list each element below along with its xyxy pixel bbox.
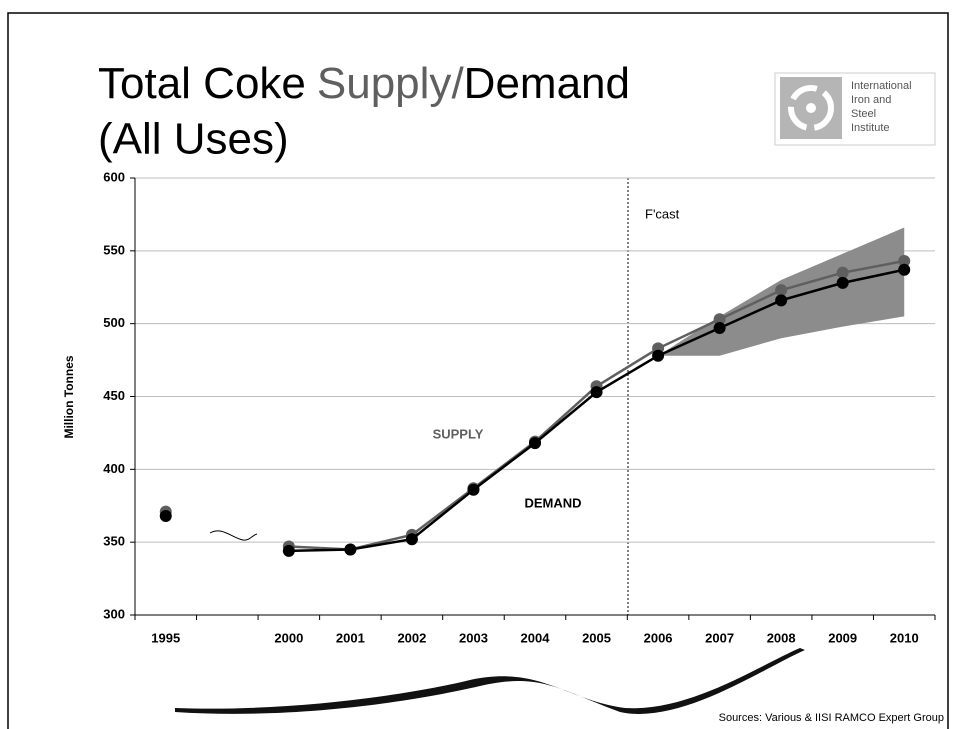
y-tick-label: 300 [103, 606, 125, 621]
y-tick-label: 400 [103, 461, 125, 476]
x-tick-label: 2002 [397, 630, 426, 645]
title-line-1: Total Coke Supply/Demand [98, 59, 630, 108]
data-point [775, 284, 788, 297]
axis-break [209, 530, 258, 541]
series-label: DEMAND [524, 495, 581, 510]
data-point [836, 266, 849, 279]
logo-ring [788, 85, 834, 131]
title-part: Total Coke [98, 59, 306, 108]
data-point [898, 263, 911, 276]
x-tick-label: 2000 [274, 630, 303, 645]
y-axis-label: Million Tonnes [62, 355, 76, 438]
x-tick-label: 2004 [521, 630, 551, 645]
data-point [344, 543, 357, 556]
logo-text: International [851, 80, 912, 92]
data-point [467, 483, 480, 496]
data-point [713, 313, 726, 326]
y-tick-label: 550 [103, 242, 125, 257]
title-line-2: (All Uses) [98, 115, 289, 164]
series-label: SUPPLY [433, 426, 484, 441]
plot: 300 350 400 450 500 550 600 1995 2000 2001 2002 200… [103, 169, 936, 645]
data-point [652, 349, 665, 362]
x-tick-label: 2009 [828, 630, 857, 645]
title-part: Demand [464, 59, 630, 108]
x-tick-label: 2005 [582, 630, 611, 645]
title-part: / [451, 59, 464, 108]
logo-text: Institute [851, 122, 890, 134]
x-tick-label: 2003 [459, 630, 488, 645]
data-point [836, 276, 849, 289]
x-tick-label: 1995 [151, 630, 180, 645]
x-tick-label: 2006 [644, 630, 673, 645]
y-tick-label: 450 [103, 388, 125, 403]
logo-text: Iron and [851, 94, 891, 106]
x-tick-label: 2001 [336, 630, 365, 645]
logo: International Iron and Steel Institute [774, 72, 936, 146]
x-tick-label: 2007 [705, 630, 734, 645]
data-point [590, 386, 603, 399]
swoosh [175, 648, 805, 714]
data-point [713, 322, 726, 335]
data-point [159, 509, 172, 522]
y-tick-label: 350 [103, 534, 125, 549]
source-note: Sources: Various & IISI RAMCO Expert Gro… [719, 712, 944, 724]
title-part: Supply [317, 59, 452, 108]
y-tick-label: 500 [103, 315, 125, 330]
data-point [282, 544, 295, 557]
y-tick-label: 600 [103, 169, 125, 184]
slide-border [7, 12, 949, 729]
data-point [898, 255, 911, 268]
logo-dot [806, 103, 816, 113]
data-point [775, 294, 788, 307]
data-point [405, 533, 418, 546]
forecast-label: F'cast [645, 206, 680, 221]
x-tick-label: 2010 [890, 630, 919, 645]
x-tick-label: 2008 [767, 630, 796, 645]
logo-text: Steel [851, 108, 876, 120]
data-point [529, 437, 541, 450]
